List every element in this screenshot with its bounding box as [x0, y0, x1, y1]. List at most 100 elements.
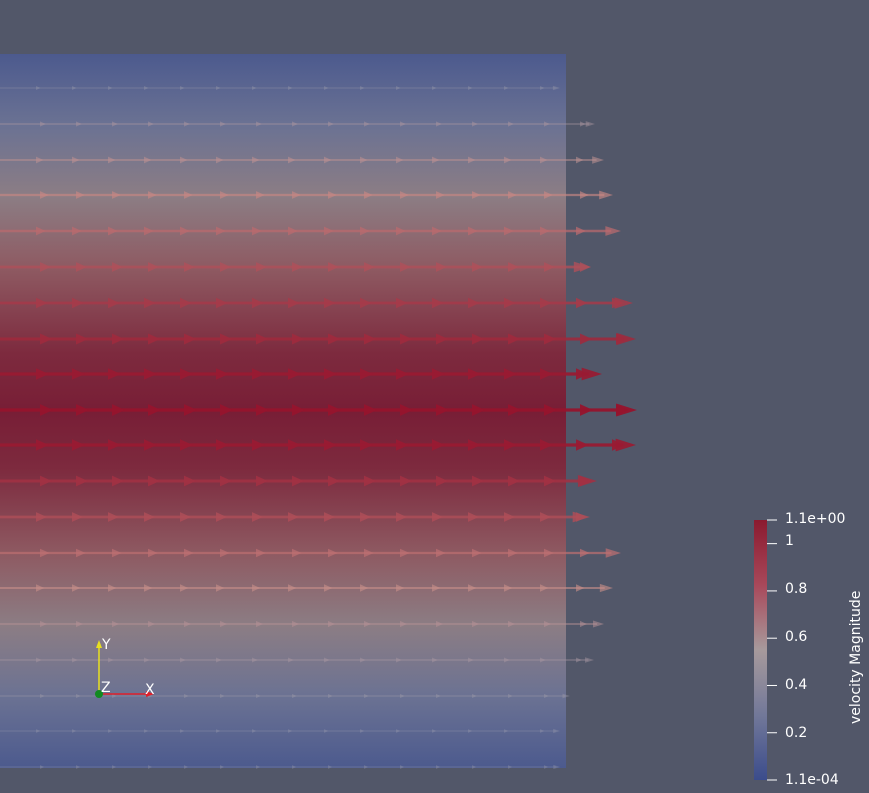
glyph-arrowhead	[252, 729, 257, 733]
glyph-arrowhead	[180, 226, 190, 236]
glyph-arrowhead	[292, 262, 303, 272]
glyph-arrowhead	[180, 584, 189, 592]
glyph-arrowhead	[508, 121, 514, 127]
glyph-arrowhead	[292, 333, 305, 345]
glyph-arrowhead	[144, 297, 156, 309]
glyph-arrowhead	[36, 512, 47, 522]
glyph-arrowhead	[544, 191, 553, 199]
glyph-arrowhead	[112, 765, 117, 769]
glyph-arrowhead	[148, 404, 161, 416]
glyph-arrowhead	[576, 297, 588, 309]
glyph-arrowhead	[292, 548, 302, 558]
orientation-axes-triad	[95, 640, 154, 698]
glyph-arrowhead	[72, 297, 84, 309]
glyph-arrowhead	[72, 512, 83, 522]
glyph-arrowhead	[364, 548, 374, 558]
glyph-arrowhead	[468, 657, 474, 663]
glyph-arrowhead	[256, 765, 261, 769]
glyph-arrowhead	[468, 156, 476, 164]
glyph-end-arrowhead	[573, 261, 591, 273]
glyph-arrowhead	[468, 439, 481, 451]
glyph-arrowhead	[36, 657, 42, 663]
glyph-arrowhead	[144, 512, 155, 522]
glyph-arrowhead	[580, 333, 593, 345]
glyph-arrowhead	[328, 191, 337, 199]
glyph-arrowhead	[504, 729, 509, 733]
glyph-arrowhead	[436, 121, 442, 127]
glyph-arrowhead	[256, 475, 268, 487]
glyph-arrowhead	[148, 333, 161, 345]
glyph-arrowhead	[36, 85, 41, 91]
glyph-arrowhead	[324, 657, 330, 663]
glyph-arrowhead	[400, 121, 406, 127]
glyph-arrowhead	[360, 439, 373, 451]
glyph-arrowhead	[112, 620, 119, 628]
glyph-arrowhead	[220, 333, 233, 345]
glyph-arrowhead	[540, 156, 548, 164]
glyph-arrowhead	[364, 765, 369, 769]
glyph-arrowhead	[144, 729, 149, 733]
glyph-arrowhead	[40, 262, 51, 272]
glyph-arrowhead	[544, 121, 550, 127]
glyph-arrowhead	[544, 693, 549, 699]
glyph-arrowhead	[72, 729, 77, 733]
glyph-arrowhead	[508, 262, 519, 272]
glyph-arrowhead	[36, 439, 49, 451]
glyph-end-arrowhead	[616, 403, 637, 417]
glyph-arrowhead	[292, 765, 297, 769]
glyph-arrowhead	[184, 693, 189, 699]
glyph-arrowhead	[396, 512, 407, 522]
glyph-arrowhead	[324, 297, 336, 309]
glyph-end-arrowhead	[592, 620, 604, 628]
glyph-arrowhead	[220, 475, 232, 487]
glyph-end-arrowhead	[553, 764, 560, 770]
glyph-arrowhead	[256, 333, 269, 345]
glyph-arrowhead	[364, 333, 377, 345]
glyph-arrowhead	[400, 333, 413, 345]
glyph-arrowhead	[184, 262, 195, 272]
glyph-arrowhead	[112, 333, 125, 345]
glyph-arrowhead	[144, 85, 149, 91]
glyph-arrowhead	[576, 439, 589, 451]
glyph-arrowhead	[540, 226, 550, 236]
glyph-arrowhead	[36, 156, 44, 164]
glyph-arrowhead	[72, 226, 82, 236]
glyph-arrowhead	[76, 262, 87, 272]
glyph-arrowhead	[468, 226, 478, 236]
glyph-arrowhead	[400, 765, 405, 769]
glyph-arrowhead	[180, 368, 193, 380]
glyph-arrowhead	[220, 548, 230, 558]
glyph-arrowhead	[72, 439, 85, 451]
colorbar-tick-label-0.8: 0.8	[785, 581, 808, 597]
glyph-arrowhead	[180, 729, 185, 733]
glyph-arrowhead	[288, 439, 301, 451]
glyph-arrowhead	[112, 475, 124, 487]
glyph-arrowhead	[148, 121, 154, 127]
glyph-arrowhead	[36, 729, 41, 733]
glyph-arrowhead	[76, 121, 82, 127]
glyph-arrowhead	[508, 765, 513, 769]
colorbar-tick-label-1: 1	[785, 533, 794, 549]
glyph-arrowhead	[292, 121, 298, 127]
glyph-arrowhead	[432, 584, 441, 592]
glyph-arrowhead	[400, 548, 410, 558]
colorbar-gradient	[754, 520, 767, 780]
glyph-end-arrowhead	[562, 693, 570, 699]
glyph-arrowhead	[360, 226, 370, 236]
glyph-arrowhead	[148, 191, 157, 199]
colorbar-min-label: 1.1e-04	[785, 772, 839, 788]
glyph-arrowhead	[364, 620, 371, 628]
glyph-arrowhead	[144, 439, 157, 451]
glyph-arrowhead	[288, 156, 296, 164]
glyph-arrowhead	[252, 226, 262, 236]
glyph-end-arrowhead	[577, 475, 597, 487]
glyph-arrowhead	[148, 475, 160, 487]
glyph-arrowhead	[364, 475, 376, 487]
glyph-arrowhead	[216, 512, 227, 522]
glyph-arrowhead	[256, 620, 263, 628]
glyph-arrowhead	[396, 368, 409, 380]
glyph-arrowhead	[504, 85, 509, 91]
glyph-arrowhead	[252, 368, 265, 380]
